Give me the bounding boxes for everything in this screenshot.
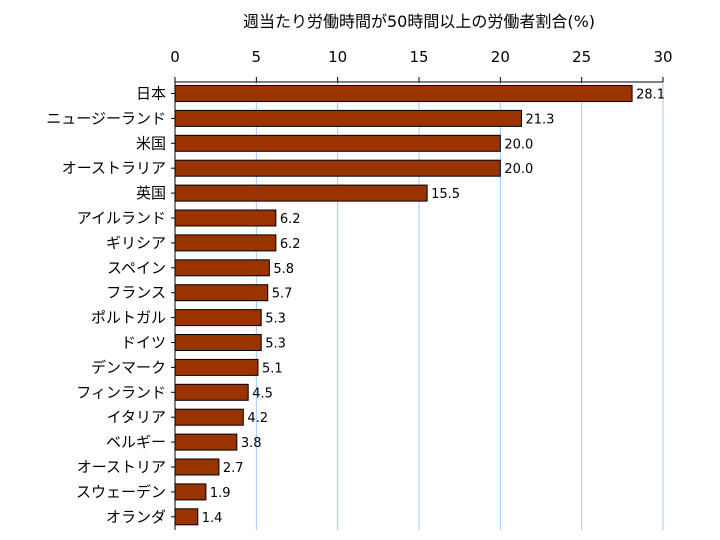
category-label: ドイツ xyxy=(121,334,166,352)
value-label: 4.2 xyxy=(247,411,268,426)
bar xyxy=(174,134,501,152)
bar xyxy=(174,458,220,476)
bar xyxy=(174,433,238,451)
value-label: 3.8 xyxy=(241,436,262,451)
value-label: 2.7 xyxy=(223,461,244,476)
category-label: イタリア xyxy=(107,408,166,426)
category-label: 日本 xyxy=(136,85,166,103)
value-label: 5.3 xyxy=(265,312,286,327)
category-label: 英国 xyxy=(136,184,166,202)
bar xyxy=(174,334,262,351)
category-label: スウェーデン xyxy=(76,483,166,501)
category-label: ポルトガル xyxy=(91,309,166,327)
bar xyxy=(174,259,270,277)
value-label: 6.2 xyxy=(280,237,301,252)
bar xyxy=(174,309,262,327)
bar xyxy=(174,209,277,227)
bar xyxy=(174,483,207,501)
category-label: オランダ xyxy=(106,508,166,526)
value-label: 6.2 xyxy=(280,212,301,227)
labels-layer: 日本 28.1 ニュージーランド 21.3 米国 20.0 オーストラリア 20.0 英国 15.… xyxy=(46,85,665,526)
x-tick-label: 25 xyxy=(572,48,591,66)
value-label: 28.1 xyxy=(636,88,665,103)
axis-layer: 0 5 10 15 20 25 30 xyxy=(170,48,673,530)
value-label: 5.1 xyxy=(262,361,283,376)
value-label: 5.8 xyxy=(273,262,294,277)
category-label: フィンランド xyxy=(76,383,166,401)
value-label: 5.7 xyxy=(272,287,293,302)
bar xyxy=(174,383,249,401)
bar xyxy=(174,184,428,202)
category-label: スペイン xyxy=(107,259,166,277)
x-tick-label: 30 xyxy=(653,48,672,66)
bar xyxy=(174,508,199,526)
value-label: 20.0 xyxy=(504,137,533,152)
bars-layer xyxy=(174,85,633,526)
category-label: ベルギー xyxy=(106,433,166,451)
value-label: 20.0 xyxy=(504,162,533,177)
bar xyxy=(174,284,269,302)
category-label: ニュージーランド xyxy=(46,109,166,127)
value-label: 1.9 xyxy=(210,486,231,501)
bar xyxy=(174,234,277,252)
x-tick-label: 5 xyxy=(252,48,262,66)
bar xyxy=(174,408,244,426)
category-label: フランス xyxy=(106,284,166,302)
bar xyxy=(174,159,501,177)
bar xyxy=(174,85,633,102)
x-tick-label: 10 xyxy=(328,48,347,66)
value-label: 5.3 xyxy=(265,337,286,352)
category-label: アイルランド xyxy=(77,209,166,227)
x-tick-label: 0 xyxy=(170,48,180,66)
category-label: オーストラリア xyxy=(62,159,166,177)
category-label: デンマーク xyxy=(91,358,166,376)
x-tick-label: 20 xyxy=(491,48,510,66)
bar xyxy=(174,358,259,376)
category-label: ギリシア xyxy=(106,234,166,252)
x-tick-label: 15 xyxy=(409,48,428,66)
value-label: 21.3 xyxy=(525,112,554,127)
grid-layer xyxy=(255,82,664,530)
value-label: 4.5 xyxy=(252,386,273,401)
value-label: 15.5 xyxy=(431,187,460,202)
bar xyxy=(174,109,522,127)
value-label: 1.4 xyxy=(202,511,223,526)
category-label: オーストリア xyxy=(77,458,166,476)
chart-title: 週当たり労働時間が50時間以上の労働者割合(%) xyxy=(242,12,596,31)
category-label: 米国 xyxy=(136,134,166,152)
